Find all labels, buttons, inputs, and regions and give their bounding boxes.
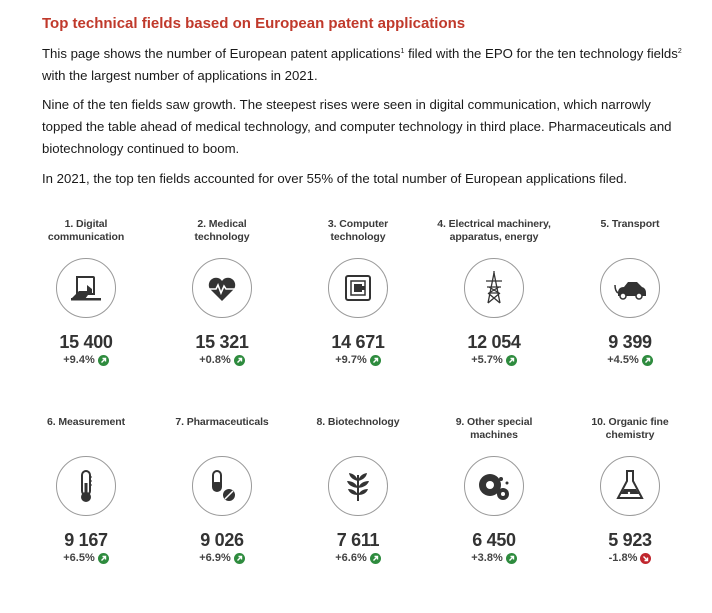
change-row: -1.8% <box>562 552 698 564</box>
field-card: 10. Organic fine chemistry 5 923 -1.8% <box>562 416 698 586</box>
field-card: 2. Medical technology 15 321 +0.8% <box>154 218 290 388</box>
icon-circle <box>192 258 252 318</box>
thermometer-icon <box>81 470 92 502</box>
field-label: 2. Medical technology <box>194 218 250 243</box>
intro-text-c: with the largest number of applications … <box>42 68 318 83</box>
power-pylon-icon <box>486 271 502 304</box>
field-label: 8. Biotechnology <box>316 416 400 428</box>
growth-paragraph: Nine of the ten fields saw growth. The s… <box>42 97 672 156</box>
car-icon <box>614 282 646 300</box>
field-label: 5. Transport <box>600 218 660 230</box>
change-row: +6.6% <box>290 552 426 564</box>
field-change: +5.7% <box>471 354 503 366</box>
field-card: 7. Pharmaceuticals 9 026 +6.9% <box>154 416 290 586</box>
heartbeat-icon <box>208 277 236 301</box>
footnote-ref-1: 1 <box>400 48 405 55</box>
field-label: 3. Computer technology <box>327 218 389 243</box>
arrow-up-icon <box>505 552 517 564</box>
change-row: +5.7% <box>426 354 562 366</box>
field-change: -1.8% <box>608 552 638 564</box>
field-value: 14 671 <box>331 332 385 352</box>
footnote-ref-2: 2 <box>677 48 682 55</box>
arrow-up-icon <box>369 354 381 366</box>
change-row: +6.9% <box>154 552 290 564</box>
field-card: 5. Transport 9 399 +4.5% <box>562 218 698 388</box>
field-card: 1. Digital communication 15 400 +9.4% <box>18 218 154 388</box>
field-change: +9.4% <box>63 354 95 366</box>
field-value: 15 321 <box>195 332 249 352</box>
field-change: +4.5% <box>607 354 639 366</box>
field-change: +6.6% <box>335 552 367 564</box>
arrow-up-icon <box>369 552 381 564</box>
arrow-up-icon <box>233 354 245 366</box>
arrow-down-icon <box>640 552 652 564</box>
icon-circle <box>464 258 524 318</box>
intro-text-b: filed with the EPO for the ten technolog… <box>404 46 678 61</box>
change-row: +9.7% <box>290 354 426 366</box>
field-value: 9 399 <box>608 332 652 352</box>
field-card: 9. Other special machines 6 450 +3.8% <box>426 416 562 586</box>
arrow-up-icon <box>641 354 653 366</box>
field-value: 9 167 <box>64 530 108 550</box>
icon-circle <box>464 456 524 516</box>
field-value: 9 026 <box>200 530 244 550</box>
field-label: 7. Pharmaceuticals <box>175 416 269 428</box>
arrow-up-icon <box>505 354 517 366</box>
pills-icon <box>212 470 235 501</box>
field-card: 3. Computer technology 14 671 +9.7% <box>290 218 426 388</box>
laptop-hand-icon <box>71 276 101 301</box>
field-label: 6. Measurement <box>47 416 125 428</box>
field-card: 4. Electrical machinery, apparatus, energ… <box>426 218 562 388</box>
fields-grid: 1. Digital communication 15 400 +9.4% 2. Med… <box>18 218 698 608</box>
change-row: +4.5% <box>562 354 698 366</box>
change-row: +9.4% <box>18 354 154 366</box>
icon-circle <box>600 456 660 516</box>
field-value: 12 054 <box>467 332 521 352</box>
field-change: +9.7% <box>335 354 367 366</box>
icon-circle <box>328 456 388 516</box>
field-label: 4. Electrical machinery, apparatus, energ… <box>437 218 551 243</box>
field-label: 1. Digital communication <box>47 218 125 243</box>
intro-text-a: This page shows the number of European p… <box>42 46 401 61</box>
field-change: +3.8% <box>471 552 503 564</box>
change-row: +0.8% <box>154 354 290 366</box>
field-change: +0.8% <box>199 354 231 366</box>
chip-icon <box>345 275 371 301</box>
intro-paragraph: This page shows the number of European p… <box>42 43 692 87</box>
field-value: 7 611 <box>336 530 380 550</box>
plant-icon <box>347 473 369 501</box>
field-value: 5 923 <box>608 530 652 550</box>
page-title: Top technical fields based on European p… <box>42 15 466 32</box>
icon-circle <box>192 456 252 516</box>
change-row: +3.8% <box>426 552 562 564</box>
arrow-up-icon <box>97 354 109 366</box>
icon-circle <box>600 258 660 318</box>
icon-circle <box>56 258 116 318</box>
arrow-up-icon <box>97 552 109 564</box>
icon-circle <box>328 258 388 318</box>
flask-icon <box>616 470 644 499</box>
field-card: 8. Biotechnology 7 611 +6.6% <box>290 416 426 586</box>
gears-icon <box>479 474 509 500</box>
field-card: 6. Measurement 9 167 +6.5% <box>18 416 154 586</box>
share-paragraph: In 2021, the top ten fields accounted fo… <box>42 171 628 186</box>
field-label: 10. Organic fine chemistry <box>591 416 669 441</box>
arrow-up-icon <box>233 552 245 564</box>
change-row: +6.5% <box>18 552 154 564</box>
field-label: 9. Other special machines <box>455 416 533 441</box>
field-value: 6 450 <box>472 530 516 550</box>
field-change: +6.5% <box>63 552 95 564</box>
field-value: 15 400 <box>59 332 113 352</box>
field-change: +6.9% <box>199 552 231 564</box>
icon-circle <box>56 456 116 516</box>
